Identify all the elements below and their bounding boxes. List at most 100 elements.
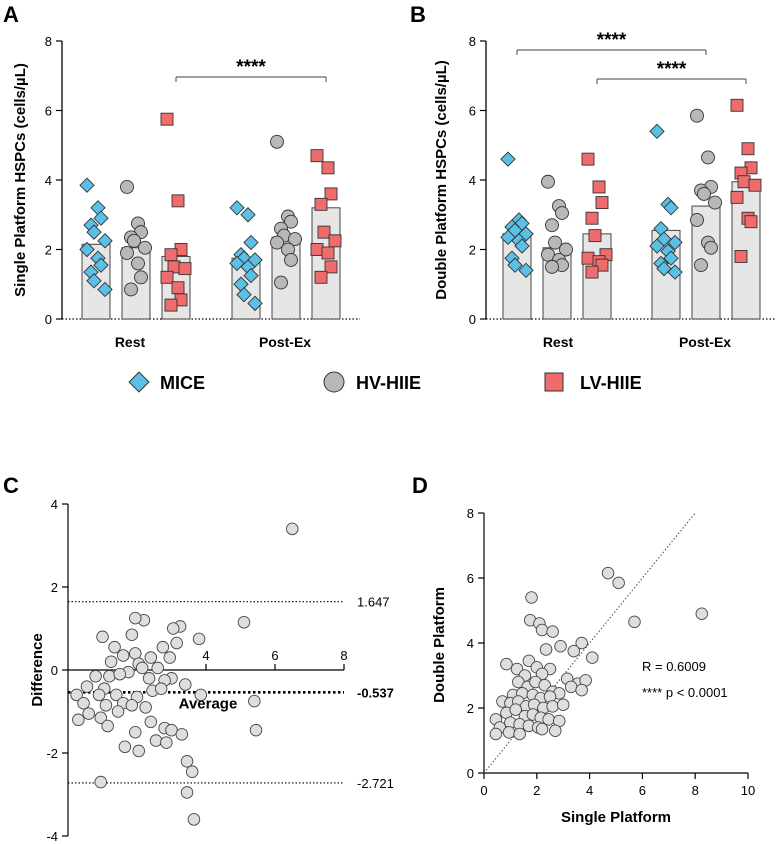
panel-b-point-lv-hiie xyxy=(741,142,755,156)
panel-a-point-lv-hiie xyxy=(314,270,328,284)
panel-a-point-lv-hiie xyxy=(324,260,338,274)
panel-a-point-hv-hiie xyxy=(270,134,284,149)
panel-b-point-mice xyxy=(649,123,665,140)
panel-b-point-lv-hiie xyxy=(737,175,751,189)
panel-a-point-lv-hiie xyxy=(328,234,342,248)
panel-c-point xyxy=(111,705,125,718)
panel-a-ytick-label: 2 xyxy=(45,243,52,258)
panel-b-point-hv-hiie xyxy=(545,259,559,274)
panel-c-point xyxy=(165,723,178,737)
panel-c-point xyxy=(160,736,173,749)
panel-a-point-lv-hiie xyxy=(171,281,185,295)
panel-c-point xyxy=(89,669,102,683)
panel-a-point-hv-hiie xyxy=(124,282,138,297)
panel-b-point-mice xyxy=(663,200,679,216)
panel-b-point-lv-hiie xyxy=(595,196,609,210)
panel-a-ytick-label: 0 xyxy=(45,312,52,327)
panel-a-ytick-label: 4 xyxy=(45,173,52,188)
panel-a-point-mice xyxy=(86,273,102,289)
panel-c-point xyxy=(187,813,201,826)
panel-c-reference-label: 1.647 xyxy=(357,595,390,610)
panel-a-point-lv-hiie xyxy=(160,112,174,126)
panel-c-point xyxy=(125,628,139,641)
panel-a-point-hv-hiie xyxy=(134,270,148,285)
panel-letter-a: A xyxy=(3,2,19,27)
panel-a-point-lv-hiie xyxy=(310,243,324,256)
panel-d-point xyxy=(509,703,522,716)
panel-a-point-hv-hiie xyxy=(120,246,134,260)
panel-a-point-lv-hiie xyxy=(178,262,192,276)
panel-a-xcat-label: Rest xyxy=(115,334,146,350)
panel-b-point-mice xyxy=(649,238,665,254)
panel-a-point-lv-hiie xyxy=(164,248,178,262)
panel-a-point-mice xyxy=(236,286,252,303)
panel-b-point-lv-hiie xyxy=(581,152,595,166)
panel-b-ytick-label: 0 xyxy=(469,312,476,327)
panel-b-chart: 0 2 4 6 8 Rest Post-Ex **** **** xyxy=(469,30,775,350)
legend-hv-hiie-label: HV-HIIE xyxy=(356,373,421,393)
legend-lv-hiie-marker xyxy=(544,372,564,392)
panel-b-point-hv-hiie xyxy=(694,258,708,273)
panel-c-point xyxy=(237,616,251,629)
panel-b-point-hv-hiie xyxy=(701,150,715,165)
panel-c-point xyxy=(135,661,149,675)
panel-d-point xyxy=(556,698,570,712)
panel-c-point xyxy=(80,680,94,693)
panel-c-point xyxy=(96,630,109,644)
panel-c-point xyxy=(103,669,116,683)
panel-a-point-mice xyxy=(229,200,245,216)
panel-b-ytick-label: 8 xyxy=(469,34,476,49)
panel-c-average-label: Average xyxy=(179,695,238,712)
panel-b-point-lv-hiie xyxy=(585,265,599,279)
panel-b-point-hv-hiie xyxy=(708,195,722,210)
panel-a-point-hv-hiie xyxy=(274,275,288,290)
panel-letter-c: C xyxy=(3,473,19,498)
panel-b-sig-stars: **** xyxy=(597,30,627,51)
panel-c-xtick-label: 8 xyxy=(340,648,347,663)
panel-a-point-mice xyxy=(79,177,95,193)
panel-letter-d: D xyxy=(412,473,428,498)
panel-b-point-hv-hiie xyxy=(697,186,711,201)
panel-d-xtick-label: 8 xyxy=(692,783,699,798)
panel-d-p-value: **** p < 0.0001 xyxy=(642,685,728,700)
panel-d-point xyxy=(546,625,559,638)
panel-d-ytick-label: 0 xyxy=(467,766,474,781)
panel-a-point-mice xyxy=(243,267,259,284)
panel-d-point xyxy=(601,566,615,580)
panel-d-point xyxy=(525,591,538,604)
panel-c-point xyxy=(110,688,123,702)
panel-d-point xyxy=(502,726,516,739)
panel-c-point xyxy=(129,611,142,625)
panel-c-ylabel: Difference xyxy=(29,633,46,706)
panel-c-point xyxy=(129,647,142,660)
panel-a-point-mice xyxy=(97,281,113,298)
panel-a-point-hv-hiie xyxy=(120,179,134,194)
legend-hv-hiie-marker xyxy=(323,371,345,393)
panel-a-point-lv-hiie xyxy=(171,194,185,208)
panel-d-point xyxy=(500,657,513,671)
panel-c-point xyxy=(125,699,139,712)
panel-b-xcat-label: Rest xyxy=(543,334,574,350)
panel-b-point-lv-hiie xyxy=(730,190,744,204)
panel-c-point xyxy=(94,775,108,789)
panel-a-ylabel: Single Platform HSPCs (cells/µL) xyxy=(12,63,29,297)
panel-b-point-hv-hiie xyxy=(548,235,562,250)
panel-c-reference-label: -0.537 xyxy=(357,685,394,700)
panel-c-point xyxy=(156,640,170,654)
panel-b-point-lv-hiie xyxy=(730,98,744,112)
panel-a-sig-stars: **** xyxy=(236,57,266,78)
panel-b-point-lv-hiie xyxy=(585,211,599,225)
panel-d-xtick-label: 4 xyxy=(586,783,593,798)
panel-c-point xyxy=(82,707,95,720)
panel-a-point-lv-hiie xyxy=(317,225,331,239)
panel-c-point xyxy=(77,696,90,710)
panel-b-point-mice xyxy=(667,264,683,280)
panel-c-point xyxy=(248,694,261,708)
panel-d-xtick-label: 2 xyxy=(533,783,540,798)
panel-a-chart: 0 2 4 6 8 Rest Post-Ex **** xyxy=(45,34,360,350)
panel-c-point xyxy=(192,632,206,646)
panel-b-point-hv-hiie xyxy=(704,240,718,255)
panel-a-point-mice xyxy=(97,233,113,249)
panel-d-ytick-label: 2 xyxy=(467,701,474,716)
